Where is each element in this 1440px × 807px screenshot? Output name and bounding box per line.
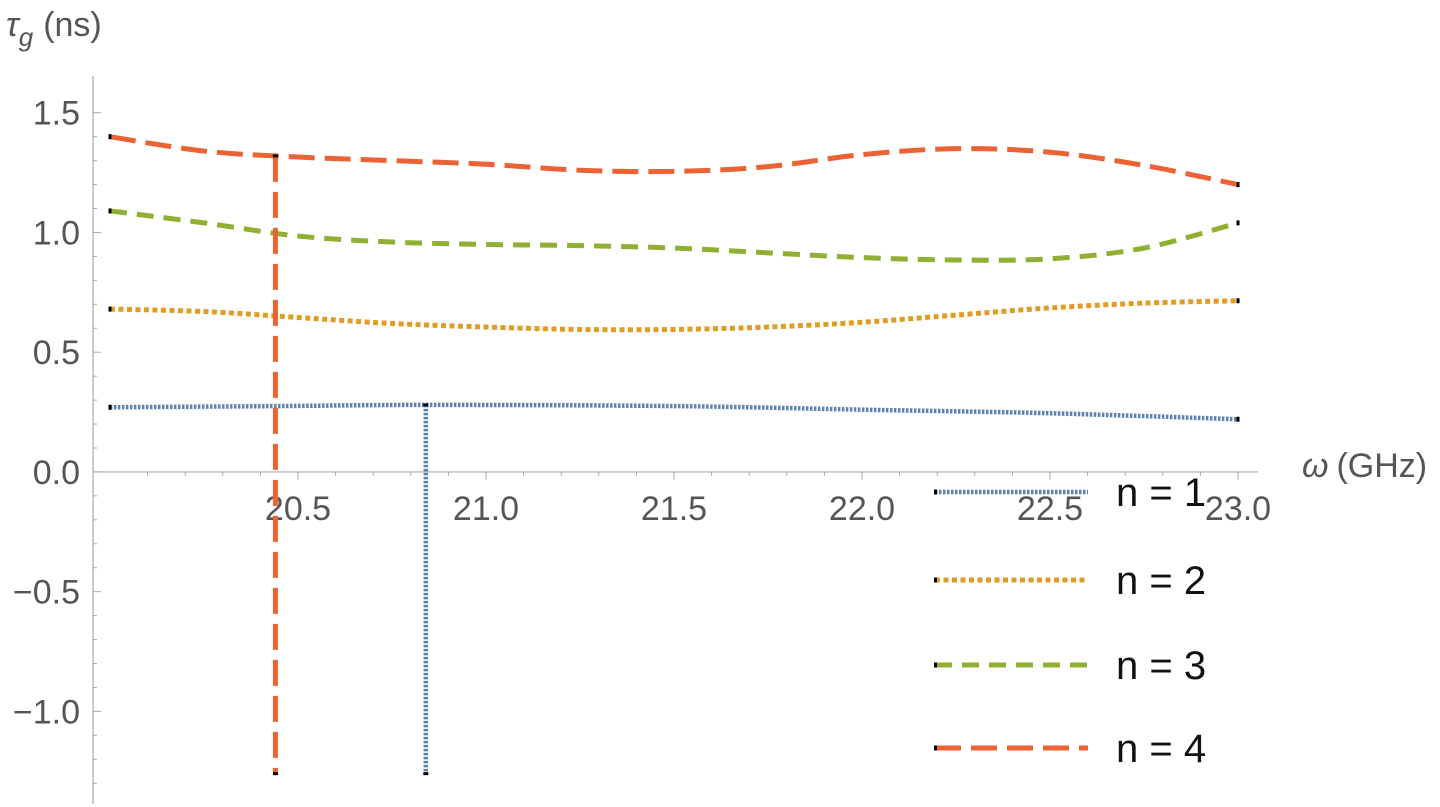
x-axis-unit: (GHz)	[1336, 447, 1427, 485]
series-start-marker	[108, 208, 112, 214]
series-start-marker	[108, 404, 112, 410]
series-line-n-3	[109, 208, 1239, 263]
y-tick-label: 1.5	[33, 95, 80, 133]
y-tick-label: 0.0	[33, 454, 80, 492]
legend-swatch-marker	[934, 662, 937, 668]
x-tick-label: 21.5	[641, 490, 707, 528]
legend-label: n = 3	[1116, 644, 1206, 688]
minor-ticks	[93, 112, 1239, 784]
y-axis-label: τg (ns)	[6, 6, 102, 52]
legend-label: n = 1	[1116, 471, 1206, 515]
x-tick-label: 22.0	[829, 490, 895, 528]
series-end-marker	[1236, 182, 1240, 188]
x-tick-label: 22.5	[1017, 490, 1083, 528]
x-axis-label: ω (GHz)	[1302, 447, 1427, 485]
legend: n = 1 n = 2 n = 3 n = 4	[934, 471, 1206, 771]
y-tick-label: 1.0	[33, 214, 80, 252]
axes-frame	[92, 76, 1258, 804]
y-tick-label: 0.5	[33, 334, 80, 372]
series-end-marker	[1236, 298, 1240, 304]
vertical-line-bottom-marker	[423, 772, 429, 776]
legend-swatch-marker	[934, 745, 937, 751]
legend-swatch-marker	[934, 577, 937, 583]
vertical-marker-lines	[272, 154, 429, 776]
y-tick-label: −1.0	[13, 693, 80, 731]
y-tick-labels: −1.0 −0.5 0.0 0.5 1.0 1.5	[13, 95, 80, 732]
x-axis-symbol: ω	[1302, 447, 1328, 485]
legend-swatch-marker	[934, 489, 937, 495]
x-tick-label: 21.0	[453, 490, 519, 528]
vertical-line-top-marker	[423, 403, 429, 407]
series-end-marker	[1236, 416, 1240, 422]
series-line-n-2	[109, 298, 1239, 333]
series-start-marker	[108, 306, 112, 312]
y-axis-subscript: g	[19, 22, 34, 52]
series-start-marker	[108, 134, 112, 140]
series-end-marker	[1236, 220, 1240, 226]
vertical-line-bottom-marker	[272, 772, 278, 776]
legend-label: n = 2	[1116, 559, 1206, 603]
y-axis-symbol: τ	[6, 6, 21, 44]
series-line-n-1	[109, 402, 1239, 422]
y-axis-unit: (ns)	[43, 6, 102, 44]
series-line-n-4	[109, 134, 1239, 188]
series-layer	[108, 134, 1240, 422]
vertical-line-top-marker	[272, 154, 278, 158]
y-tick-label: −0.5	[13, 574, 80, 612]
legend-label: n = 4	[1116, 727, 1206, 771]
x-tick-label: 23.0	[1205, 490, 1271, 528]
